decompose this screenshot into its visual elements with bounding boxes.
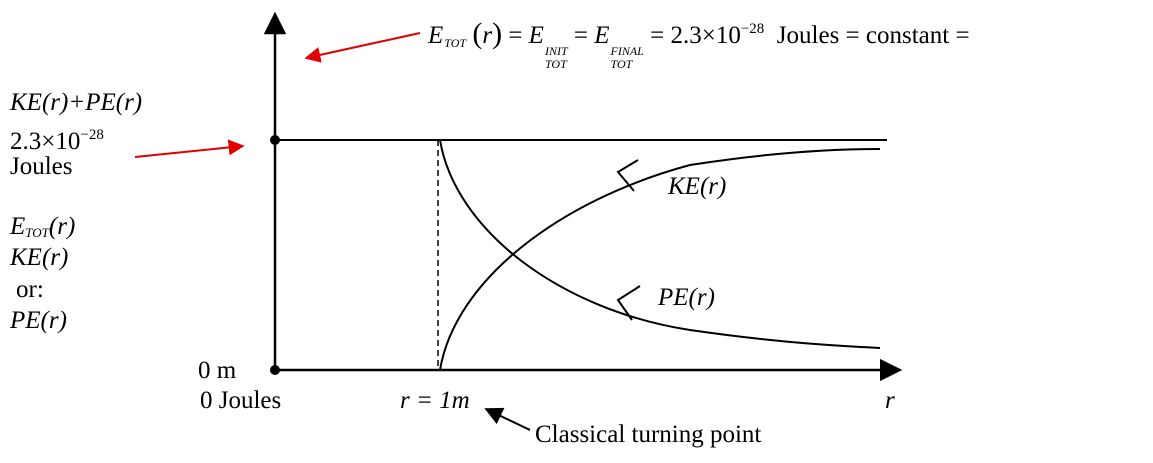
top-value-unit: Joules [10,153,73,180]
or-label: or: [16,276,44,303]
equation-exponent: −28 [740,21,765,37]
equation-mantissa: 2.3×10 [670,22,741,49]
pe-curve-label: PE(r) [658,284,715,311]
equation-final-sup: FINAL [610,44,644,58]
equation-init-sup: INIT [544,44,568,58]
top-value-mantissa: 2.3×10 [10,128,81,155]
turning-point-arrow [484,407,531,431]
ke-curve [439,148,881,371]
etot-label: ETOT(r) [10,212,75,248]
equation-tail: Joules = constant = [776,22,970,49]
top-value-exponent: −28 [80,127,104,143]
pe-curve [439,139,881,349]
origin-dot [270,365,280,375]
origin-x-label: 0 Joules [200,387,282,414]
equation-lhs-subscript: TOT [444,36,467,50]
ke-plus-pe-label: KE(r)+PE(r) [10,89,143,116]
ke-direction-chevron [616,159,639,192]
origin-y-label: 0 m [198,357,237,384]
equation-lhs: E [428,22,444,49]
etot-arg: (r) [48,213,76,240]
etot-base: E [10,213,26,240]
r-axis-label: r [885,387,895,414]
left-pe-label: PE(r) [10,307,67,334]
total-energy-dot [270,135,280,145]
left-ke-label: KE(r) [10,244,69,271]
value-pointer-arrow [134,139,245,158]
etot-subscript: TOT [25,225,49,240]
top-value-label: 2.3×10−28 [10,120,104,157]
equation-tot-sub-1: TOT [544,57,567,71]
r-equals-label: r = 1m [400,387,470,414]
total-energy-equation: ETOT (r) = E INIT TOT = E FINAL TOT = 2.3×10… [428,17,970,71]
turning-point-label: Classical turning point [535,421,762,448]
ke-curve-label: KE(r) [668,173,727,200]
equation-pointer-arrow [304,32,421,63]
equation-tot-sub-2: TOT [610,57,633,71]
equation-arg: r [482,22,493,49]
pe-direction-chevron [616,285,641,321]
